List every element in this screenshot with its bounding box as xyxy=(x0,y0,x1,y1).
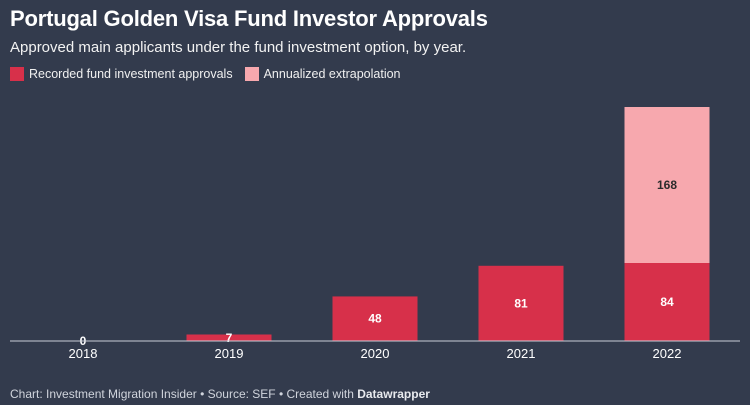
chart-title: Portugal Golden Visa Fund Investor Appro… xyxy=(10,6,488,31)
bar-2022-series-1 xyxy=(624,107,710,263)
data-label-2021-series-0: 81 xyxy=(514,296,528,310)
legend-item-recorded: Recorded fund investment approvals xyxy=(10,67,233,81)
legend-swatch-recorded xyxy=(10,67,24,81)
x-tick-label-2020: 2020 xyxy=(361,346,390,361)
data-label-2022-series-1: 168 xyxy=(657,178,677,192)
bar-2022-series-0 xyxy=(624,263,710,341)
legend-swatch-extrapolated xyxy=(244,67,259,81)
x-tick-label-2018: 2018 xyxy=(69,346,98,361)
data-label-2020-series-0: 48 xyxy=(368,312,382,326)
legend: Recorded fund investment approvals Annua… xyxy=(10,67,413,81)
footer-brand: Datawrapper xyxy=(357,387,430,401)
data-label-2022-series-0: 84 xyxy=(660,295,674,309)
legend-label-extrapolated: Annualized extrapolation xyxy=(263,67,401,81)
bar-2019-series-0 xyxy=(186,334,272,341)
x-tick-label-2019: 2019 xyxy=(215,346,244,361)
x-tick-label-2022: 2022 xyxy=(653,346,682,361)
chart-subtitle: Approved main applicants under the fund … xyxy=(10,39,467,56)
data-label-2019-series-0: 7 xyxy=(226,331,233,345)
chart-footer: Chart: Investment Migration Insider • So… xyxy=(10,387,430,401)
legend-label-recorded: Recorded fund investment approvals xyxy=(29,67,233,81)
bar-2021-series-0 xyxy=(478,265,564,341)
footer-source: Chart: Investment Migration Insider • So… xyxy=(10,387,358,401)
bar-2020-series-0 xyxy=(332,296,418,341)
x-tick-label-2021: 2021 xyxy=(507,346,536,361)
legend-item-extrapolated: Annualized extrapolation xyxy=(244,67,401,81)
